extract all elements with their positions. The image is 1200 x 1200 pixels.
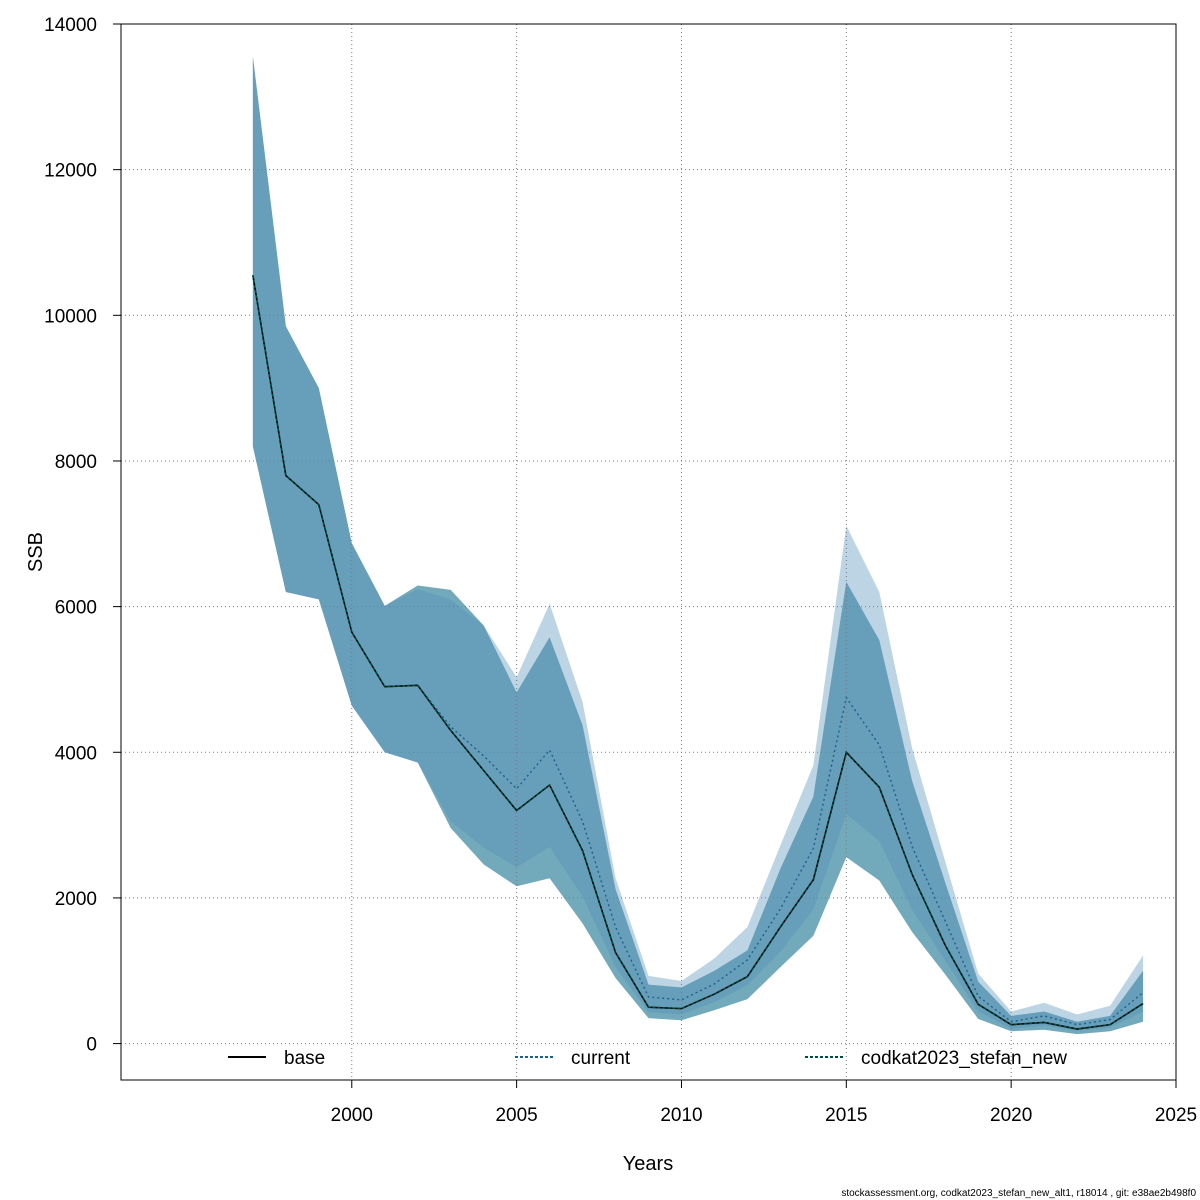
y-tick-label-2000: 2000: [55, 889, 97, 910]
y-tick-label-8000: 8000: [55, 452, 97, 473]
y-tick-label-14000: 14000: [44, 15, 97, 36]
y-tick-label-0: 0: [86, 1035, 97, 1056]
y-tick-label-4000: 4000: [55, 743, 97, 764]
x-tick-label-2020: 2020: [990, 1105, 1032, 1126]
y-tick-label-10000: 10000: [44, 306, 97, 327]
gridlines: [121, 23, 1176, 1080]
x-tick-label-2000: 2000: [331, 1105, 373, 1126]
series-line-codkat2023_stefan_new: [252, 275, 1144, 1030]
x-axis-title: Years: [623, 1153, 673, 1175]
plot-frame: [120, 23, 1177, 1081]
legend-label-base: base: [284, 1048, 325, 1069]
y-tick-label-12000: 12000: [44, 161, 97, 182]
band-codkat2023_stefan_new: [252, 56, 1144, 1035]
x-tick-label-2005: 2005: [495, 1105, 537, 1126]
y-tick-label-6000: 6000: [55, 598, 97, 619]
axes: 2000 2005 2010 2015 2020 2025 0 2000 4000 6000 800…: [44, 15, 1197, 1126]
footer-credit: stockassessment.org, codkat2023_stefan_n…: [841, 1188, 1196, 1199]
y-axis-title: SSB: [25, 532, 47, 572]
legend-label-codkat2023_stefan_new: codkat2023_stefan_new: [861, 1048, 1067, 1069]
legend-label-current: current: [571, 1048, 631, 1069]
x-tick-label-2010: 2010: [660, 1105, 702, 1126]
x-tick-label-2025: 2025: [1155, 1105, 1197, 1126]
legend: base current codkat2023_stefan_new: [228, 1048, 1067, 1069]
x-tick-label-2015: 2015: [825, 1105, 867, 1126]
series-lines: [252, 275, 1144, 1030]
confidence-bands: [252, 56, 1144, 1035]
band-base: [252, 56, 1144, 1035]
band-current: [252, 56, 1144, 1032]
